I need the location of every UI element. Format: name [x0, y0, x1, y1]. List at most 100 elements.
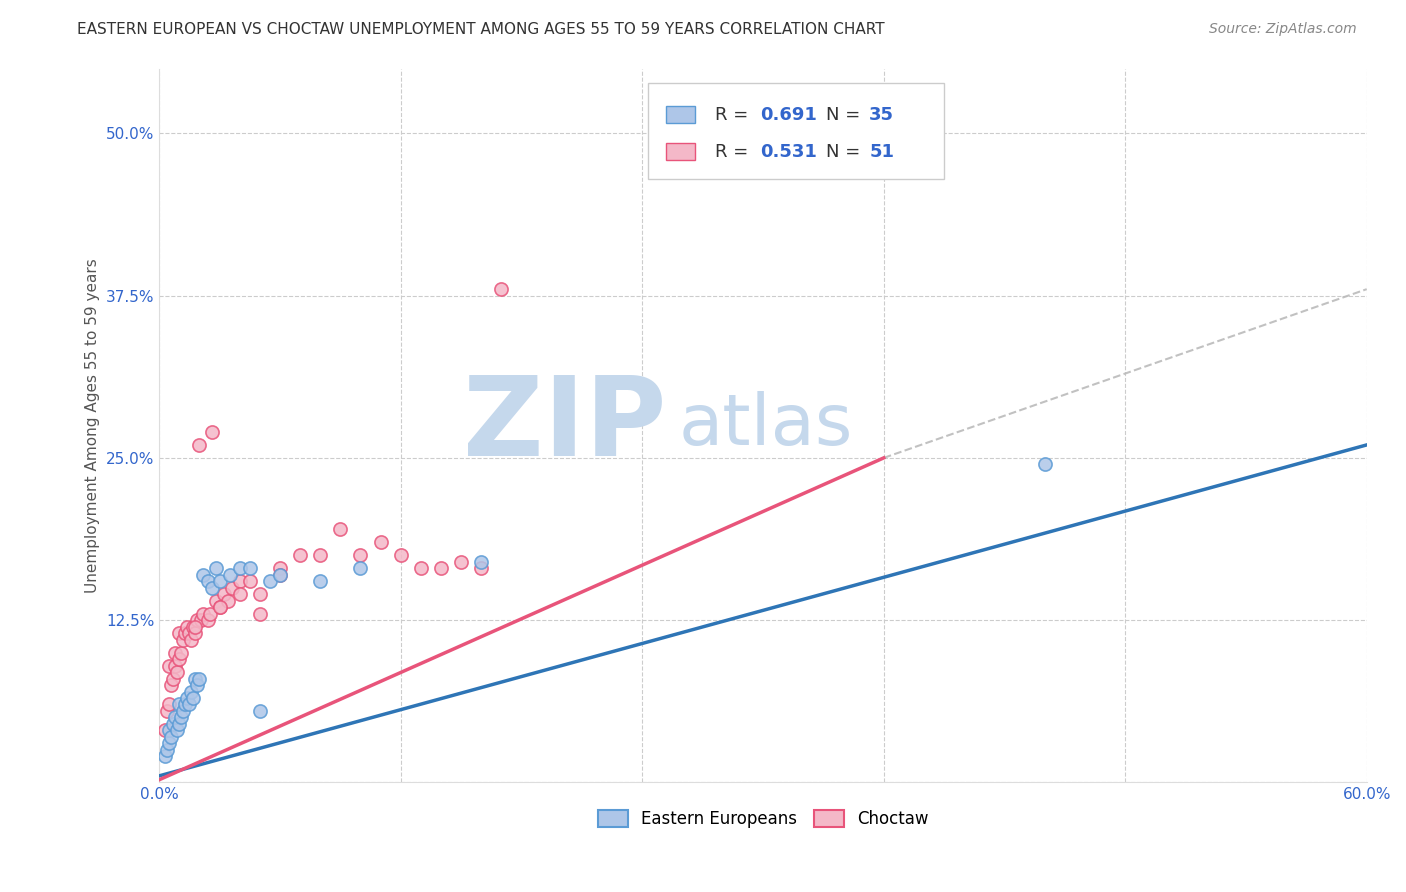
- Point: [309, 574, 332, 589]
- Point: [329, 522, 352, 536]
- Text: 0.531: 0.531: [761, 143, 817, 161]
- Point: [249, 587, 271, 601]
- Text: R =: R =: [714, 143, 754, 161]
- Point: [157, 736, 180, 750]
- Point: [208, 600, 231, 615]
- Point: [156, 704, 179, 718]
- Point: [184, 619, 207, 633]
- Point: [180, 684, 202, 698]
- Point: [179, 698, 201, 712]
- Text: Source: ZipAtlas.com: Source: ZipAtlas.com: [1209, 22, 1357, 37]
- Point: [389, 548, 412, 562]
- Point: [188, 672, 211, 686]
- Point: [370, 535, 392, 549]
- Point: [169, 652, 191, 666]
- Point: [183, 690, 205, 705]
- Point: [269, 567, 291, 582]
- Point: [409, 561, 432, 575]
- Point: [157, 658, 180, 673]
- Text: N =: N =: [825, 143, 866, 161]
- Point: [186, 678, 208, 692]
- Point: [188, 438, 211, 452]
- Text: 51: 51: [869, 143, 894, 161]
- Point: [166, 723, 188, 738]
- Point: [218, 567, 240, 582]
- Point: [155, 723, 177, 738]
- Point: [179, 626, 201, 640]
- Text: 0.691: 0.691: [761, 105, 817, 124]
- Point: [169, 698, 191, 712]
- Point: [204, 561, 226, 575]
- Point: [239, 561, 262, 575]
- Point: [160, 678, 183, 692]
- Point: [165, 710, 187, 724]
- Point: [249, 607, 271, 621]
- Point: [228, 574, 250, 589]
- Point: [180, 632, 202, 647]
- Point: [184, 626, 207, 640]
- Point: [239, 574, 262, 589]
- Point: [165, 646, 187, 660]
- Point: [249, 704, 271, 718]
- Text: EASTERN EUROPEAN VS CHOCTAW UNEMPLOYMENT AMONG AGES 55 TO 59 YEARS CORRELATION C: EASTERN EUROPEAN VS CHOCTAW UNEMPLOYMENT…: [77, 22, 884, 37]
- Point: [155, 749, 177, 764]
- Point: [208, 574, 231, 589]
- Point: [162, 672, 184, 686]
- Point: [450, 555, 472, 569]
- Point: [309, 548, 332, 562]
- Point: [156, 743, 179, 757]
- Point: [176, 619, 198, 633]
- Point: [269, 561, 291, 575]
- Point: [170, 710, 193, 724]
- Point: [172, 704, 194, 718]
- Point: [269, 567, 291, 582]
- Point: [160, 730, 183, 744]
- Point: [217, 593, 239, 607]
- Point: [349, 548, 371, 562]
- Point: [221, 581, 243, 595]
- Point: [166, 665, 188, 679]
- Point: [349, 561, 371, 575]
- Point: [174, 626, 197, 640]
- Point: [259, 574, 281, 589]
- Point: [157, 698, 180, 712]
- Point: [198, 607, 221, 621]
- Point: [200, 425, 222, 439]
- Point: [193, 607, 215, 621]
- Text: N =: N =: [825, 105, 866, 124]
- Point: [470, 561, 492, 575]
- Point: [197, 613, 219, 627]
- FancyBboxPatch shape: [666, 106, 696, 123]
- Point: [193, 567, 215, 582]
- Legend: Eastern Europeans, Choctaw: Eastern Europeans, Choctaw: [591, 803, 935, 835]
- Point: [204, 593, 226, 607]
- Point: [169, 626, 191, 640]
- Point: [491, 282, 513, 296]
- Point: [162, 717, 184, 731]
- Point: [430, 561, 453, 575]
- Point: [184, 672, 207, 686]
- Point: [200, 581, 222, 595]
- Point: [228, 587, 250, 601]
- FancyBboxPatch shape: [666, 143, 696, 160]
- Point: [157, 723, 180, 738]
- Point: [208, 600, 231, 615]
- Point: [212, 587, 235, 601]
- Point: [170, 646, 193, 660]
- Point: [470, 555, 492, 569]
- Point: [228, 561, 250, 575]
- Point: [190, 613, 212, 627]
- Point: [183, 619, 205, 633]
- Text: R =: R =: [714, 105, 754, 124]
- Text: 35: 35: [869, 105, 894, 124]
- Point: [186, 613, 208, 627]
- Point: [169, 717, 191, 731]
- Point: [288, 548, 311, 562]
- Y-axis label: Unemployment Among Ages 55 to 59 years: Unemployment Among Ages 55 to 59 years: [86, 258, 100, 593]
- Point: [174, 698, 197, 712]
- Text: ZIP: ZIP: [463, 372, 666, 479]
- Text: atlas: atlas: [679, 391, 853, 460]
- Point: [172, 632, 194, 647]
- Point: [1033, 458, 1056, 472]
- Point: [176, 690, 198, 705]
